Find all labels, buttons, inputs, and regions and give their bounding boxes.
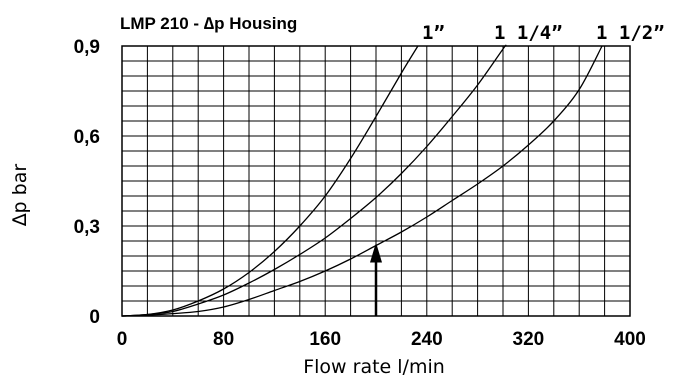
x-tick-label: 240 [411, 329, 443, 350]
x-tick-label: 160 [309, 329, 341, 350]
y-tick-label: 0 [89, 307, 100, 328]
curves [121, 44, 603, 317]
x-tick-label: 320 [513, 329, 545, 350]
x-tick-label: 0 [117, 329, 128, 350]
y-tick-labels: 0 0,3 0,6 0,9 [74, 37, 100, 328]
series-label-0: 1” [422, 22, 445, 44]
y-tick-label: 0,6 [74, 127, 100, 148]
x-tick-label: 400 [614, 329, 646, 350]
arrow-head [370, 242, 382, 263]
y-axis-label: ∆p bar [9, 164, 31, 228]
series-line-2 [121, 45, 603, 317]
x-tick-label: 80 [213, 329, 234, 350]
series-labels: 1” 1 1/4” 1 1/2” [422, 22, 665, 44]
y-tick-label: 0,9 [74, 37, 100, 58]
series-line-0 [121, 45, 419, 317]
series-line-1 [121, 44, 507, 317]
y-tick-label: 0,3 [74, 217, 100, 238]
annotations [370, 242, 382, 316]
chart-title: LMP 210 - ∆p Housing [120, 14, 297, 33]
series-label-2: 1 1/2” [596, 22, 665, 44]
grid [122, 46, 630, 316]
series-label-1: 1 1/4” [494, 22, 563, 44]
x-tick-labels: 0 80 160 240 320 400 [117, 329, 646, 350]
x-axis-label: Flow rate l/min [303, 356, 445, 378]
